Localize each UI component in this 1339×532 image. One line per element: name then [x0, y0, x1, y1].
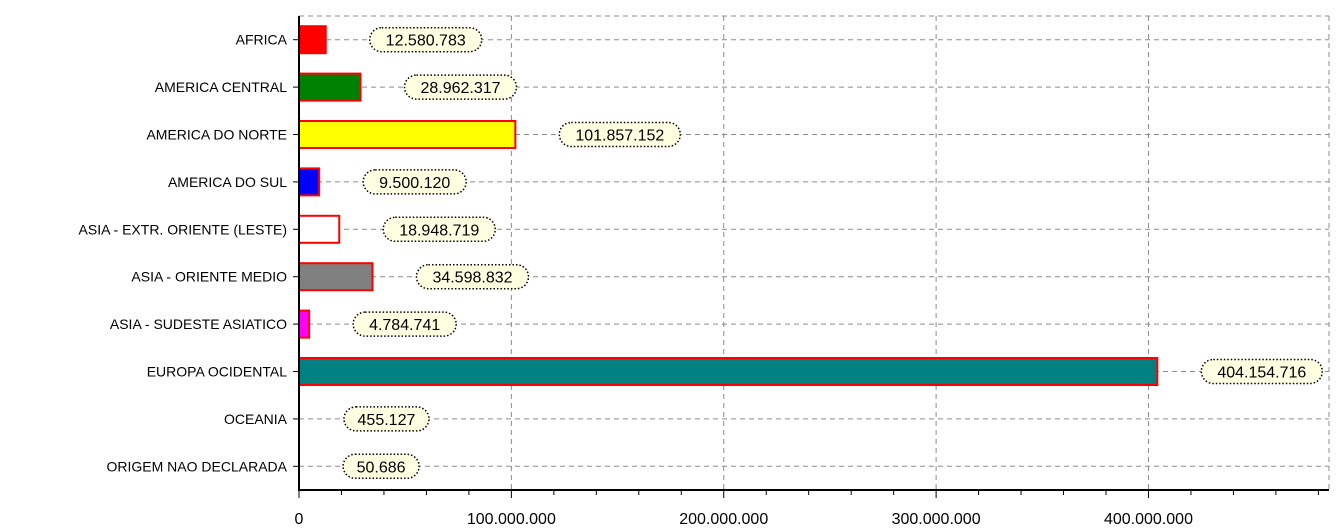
bar: [298, 72, 362, 102]
category-label: ORIGEM NAO DECLARADA: [107, 458, 288, 474]
bar: [298, 262, 374, 292]
value-label-bubble: [368, 26, 483, 53]
axes: [293, 16, 1329, 498]
category-label: AFRICA: [236, 32, 288, 48]
bar: [298, 167, 321, 197]
value-label-bubble: [343, 406, 430, 432]
labels: AFRICA 12.580.783 AMERICA CENTRAL 28.962.31…: [79, 26, 1324, 528]
category-label: ASIA - EXTR. ORIENTE (LESTE): [79, 221, 287, 237]
value-label: 12.580.783: [386, 33, 466, 50]
value-label: 18.948.719: [399, 222, 479, 239]
bar: [298, 214, 341, 244]
value-label: 34.598.832: [432, 270, 512, 287]
category-label: EUROPA OCIDENTAL: [147, 364, 288, 380]
category-label: AMERICA DO NORTE: [146, 127, 287, 143]
value-label-bubble: [362, 169, 467, 195]
value-label: 101.857.152: [575, 128, 664, 145]
x-tick-label: 0: [295, 511, 304, 528]
value-label: 455.127: [358, 412, 416, 429]
value-label: 28.962.317: [420, 80, 500, 97]
bar: [298, 357, 1159, 386]
value-label: 50.686: [357, 459, 406, 476]
value-label-bubble: [558, 121, 682, 148]
bar: [298, 309, 311, 339]
category-label: OCEANIA: [224, 411, 288, 427]
x-tick-label: 200.000.000: [679, 511, 768, 528]
value-label-bubble: [352, 311, 457, 337]
bar: [298, 120, 517, 149]
value-label-bubble: [403, 74, 518, 100]
value-label: 9.500.120: [379, 175, 450, 192]
category-label: ASIA - ORIENTE MEDIO: [131, 269, 287, 285]
x-tick-label: 400.000.000: [1104, 511, 1193, 528]
value-label: 404.154.716: [1217, 365, 1306, 382]
value-label-bubble: [382, 216, 496, 243]
x-tick-label: 100.000.000: [467, 511, 556, 528]
bar: [298, 25, 327, 55]
value-label-bubble: [1200, 358, 1324, 385]
category-label: AMERICA DO SUL: [168, 174, 287, 190]
value-label-bubble: [415, 263, 530, 290]
category-label: ASIA - SUDESTE ASIATICO: [110, 316, 287, 332]
value-label: 4.784.741: [369, 317, 440, 334]
x-tick-label: 300.000.000: [892, 511, 981, 528]
value-label-bubble: [342, 453, 420, 480]
category-label: AMERICA CENTRAL: [155, 79, 287, 95]
